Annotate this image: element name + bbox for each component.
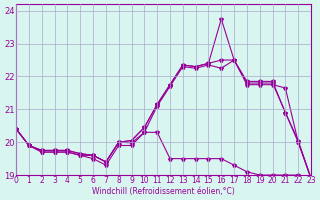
X-axis label: Windchill (Refroidissement éolien,°C): Windchill (Refroidissement éolien,°C) bbox=[92, 187, 235, 196]
